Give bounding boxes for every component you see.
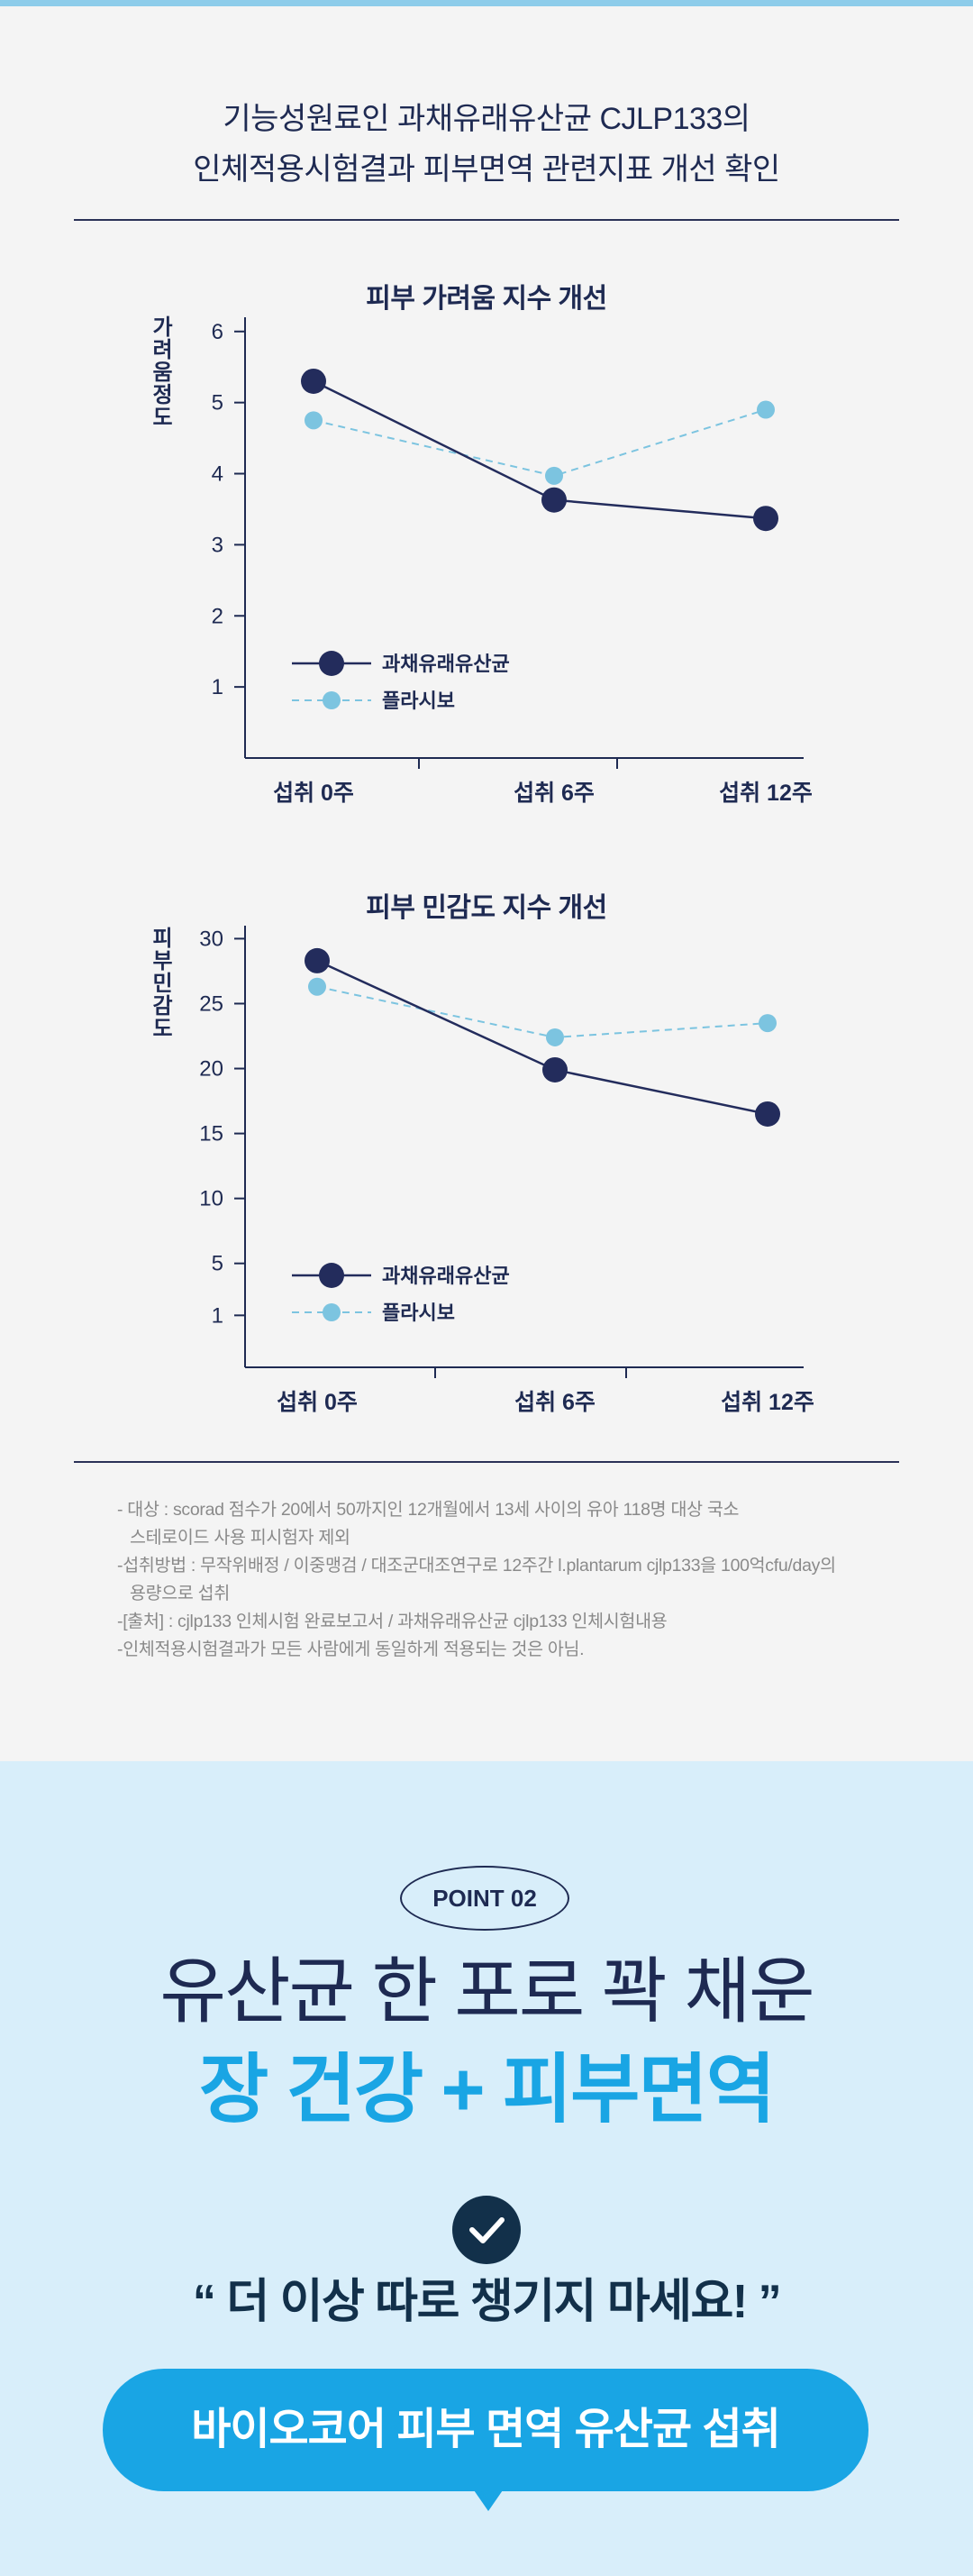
legend-marker <box>319 1263 344 1288</box>
series-line-probiotic <box>313 379 767 520</box>
cta-banner: 바이오코어 피부 면역 유산균 섭취 <box>103 2369 868 2491</box>
y-tick-label: 25 <box>199 991 223 1016</box>
note-line: 스테로이드 사용 피시험자 제외 <box>130 1528 350 1548</box>
point-headline-2: 장 건강 + 피부면역 <box>198 2047 776 2132</box>
y-tick-label: 15 <box>199 1122 223 1146</box>
data-point-probiotic <box>755 1101 780 1127</box>
data-point-probiotic <box>301 368 326 394</box>
series-line-placebo <box>316 985 768 1038</box>
x-tick-label: 섭취 12주 <box>719 781 813 806</box>
chart-1-ylabel: 가려움정도 <box>148 315 172 428</box>
data-point-probiotic <box>542 1056 568 1082</box>
point-headline-1: 유산균 한 포로 꽉 채운 <box>159 1951 814 2032</box>
legend-label: 과채유래유산균 <box>382 653 510 675</box>
note-line: -섭취방법 : 무작위배정 / 이중맹검 / 대조군대조연구로 12주간 l.p… <box>117 1556 836 1576</box>
quote-text: “ 더 이상 따로 챙기지 마세요! ” <box>192 2276 782 2328</box>
chart-2-title: 피부 민감도 지수 개선 <box>366 893 607 923</box>
intro-line-2: 인체적용시험결과 피부면역 관련지표 개선 확인 <box>193 152 780 187</box>
legend-marker <box>323 1303 341 1321</box>
series-line-placebo <box>313 408 767 477</box>
data-point-probiotic <box>541 487 567 513</box>
x-tick-label: 섭취 0주 <box>277 1390 358 1415</box>
y-tick-label: 4 <box>212 462 223 487</box>
y-tick-label: 6 <box>212 320 223 344</box>
cta-banner-tail <box>472 2488 505 2511</box>
chart-2-ylabel: 피부민감도 <box>148 927 172 1039</box>
y-tick-label: 10 <box>199 1187 223 1211</box>
series-line-probiotic <box>316 959 768 1116</box>
data-point-placebo <box>308 977 326 996</box>
note-line: 용량으로 섭취 <box>130 1584 230 1603</box>
data-point-placebo <box>305 411 323 430</box>
data-point-placebo <box>545 466 563 485</box>
data-point-probiotic <box>753 506 778 532</box>
data-point-placebo <box>759 1014 777 1033</box>
y-tick-label: 5 <box>212 391 223 416</box>
legend-label: 플라시보 <box>382 690 455 712</box>
intro-line-1: 기능성원료인 과채유래유산균 CJLP133의 <box>223 102 750 136</box>
x-tick-label: 섭취 6주 <box>514 781 595 806</box>
top-divider <box>74 219 899 221</box>
note-line: - 대상 : scorad 점수가 20에서 50까지인 12개월에서 13세 … <box>117 1500 740 1520</box>
check-circle-icon <box>452 2196 521 2264</box>
y-tick-label: 2 <box>212 604 223 628</box>
point-badge: POINT 02 <box>400 1866 569 1931</box>
y-tick-label: 30 <box>199 927 223 951</box>
data-point-placebo <box>757 400 775 419</box>
note-line: -인체적용시험결과가 모든 사람에게 동일하게 적용되는 것은 아님. <box>117 1640 585 1659</box>
top-accent-bar <box>0 0 973 6</box>
legend-marker <box>323 691 341 709</box>
bottom-divider <box>74 1461 899 1463</box>
x-tick-label: 섭취 12주 <box>721 1390 814 1415</box>
y-tick-label: 1 <box>212 675 223 699</box>
data-point-probiotic <box>305 947 330 973</box>
y-tick-label: 20 <box>199 1057 223 1082</box>
study-notes: - 대상 : scorad 점수가 20에서 50까지인 12개월에서 13세 … <box>117 1496 892 1664</box>
x-tick-label: 섭취 0주 <box>273 781 354 806</box>
y-tick-label: 1 <box>212 1303 223 1328</box>
data-point-placebo <box>546 1028 564 1046</box>
note-line: -[출처] : cjlp133 인체시험 완료보고서 / 과채유래유산균 cjl… <box>117 1612 668 1631</box>
legend-label: 과채유래유산균 <box>382 1265 510 1287</box>
y-tick-label: 5 <box>212 1252 223 1276</box>
intro-heading: 기능성원료인 과채유래유산균 CJLP133의 인체적용시험결과 피부면역 관련… <box>0 94 973 195</box>
legend-marker <box>319 651 344 676</box>
x-tick-label: 섭취 6주 <box>514 1390 596 1415</box>
chart-1-title: 피부 가려움 지수 개선 <box>366 284 607 314</box>
legend-label: 플라시보 <box>382 1302 455 1324</box>
y-tick-label: 3 <box>212 533 223 557</box>
